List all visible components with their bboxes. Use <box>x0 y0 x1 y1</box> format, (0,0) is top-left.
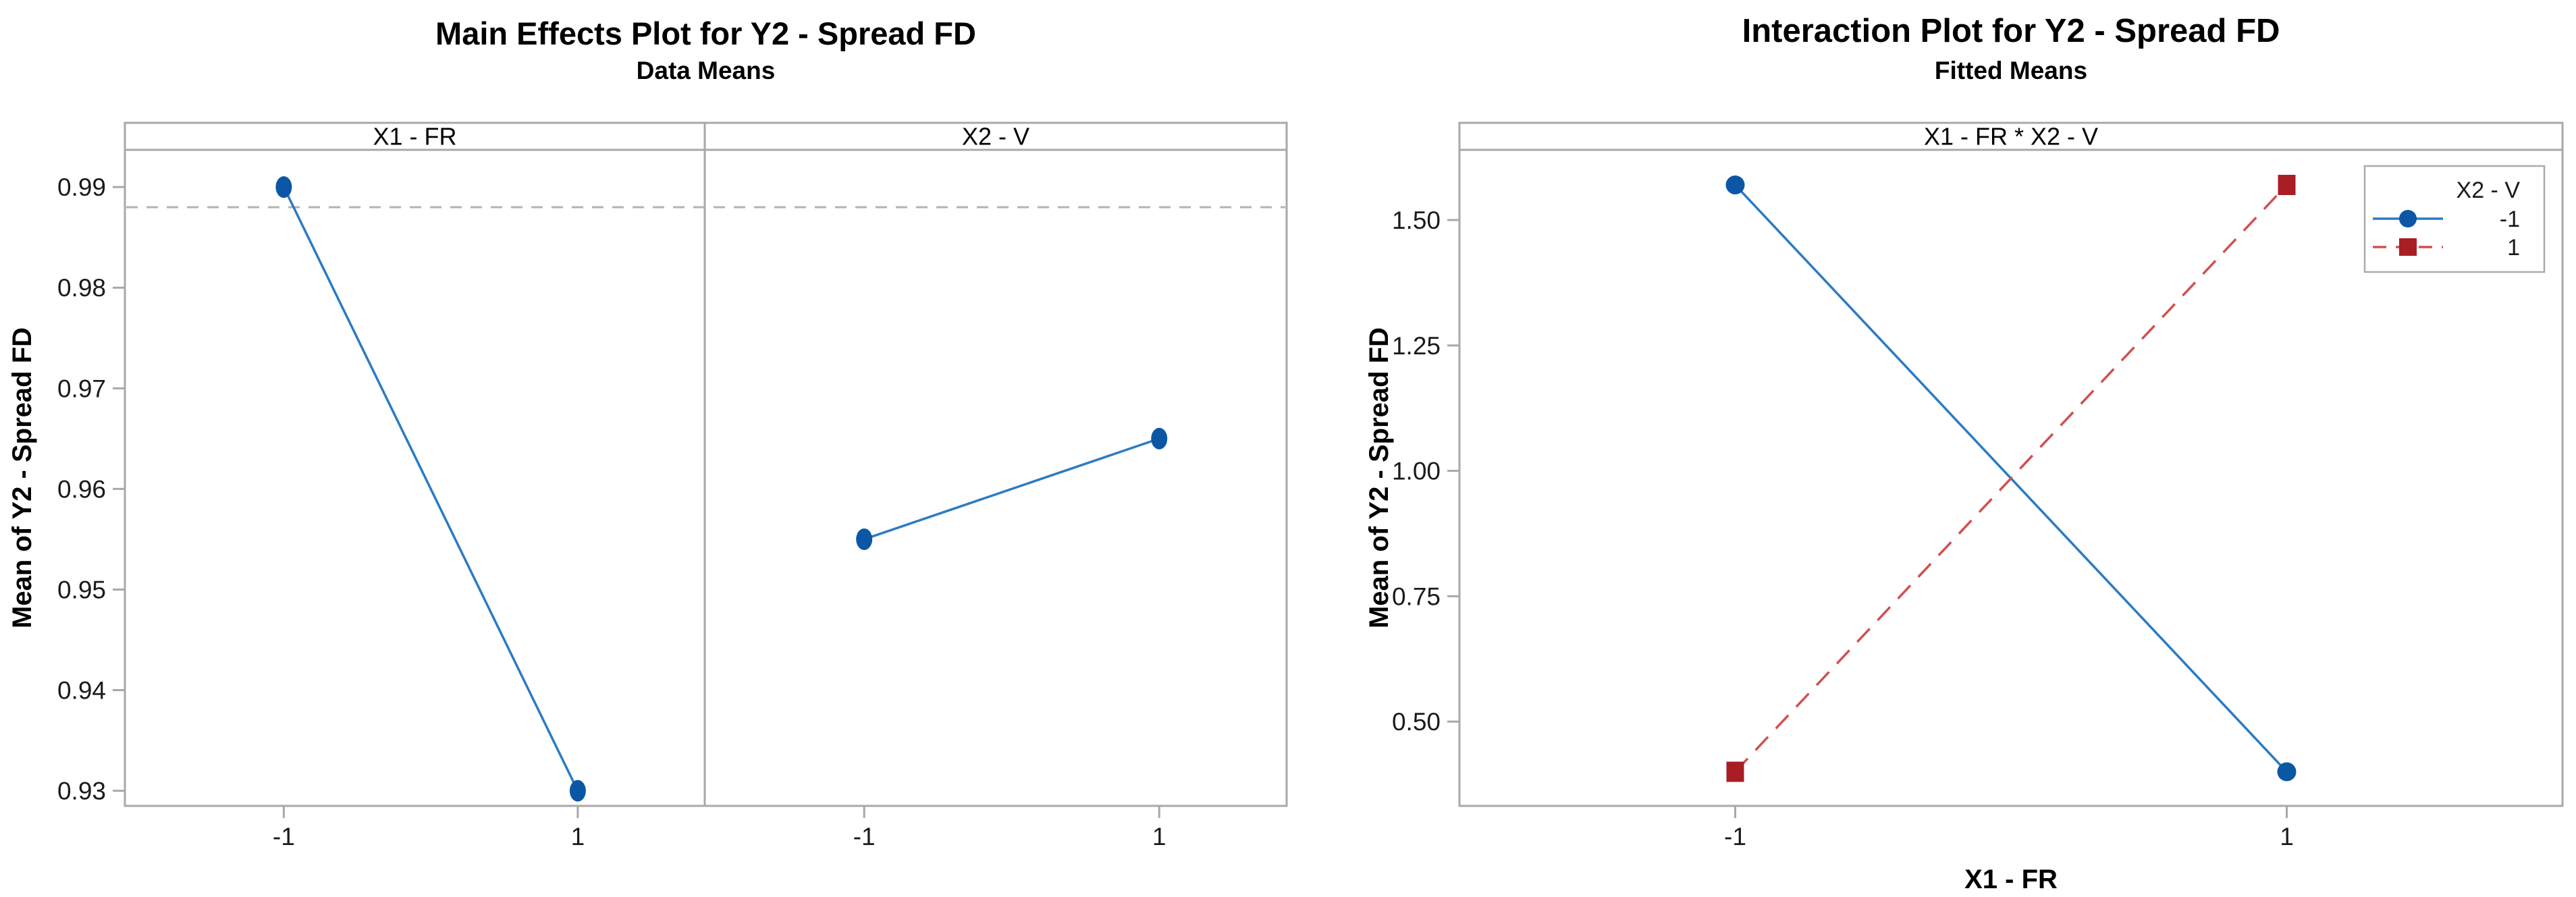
interaction-title: Interaction Plot for Y2 - Spread FD <box>1742 13 2280 49</box>
y-tick-label: 0.98 <box>57 274 106 302</box>
x-tick-label: -1 <box>853 823 876 850</box>
data-line <box>863 437 1160 541</box>
y-axis-title: Mean of Y2 - Spread FD <box>7 327 37 628</box>
y-tick-label: 1.50 <box>1392 207 1441 234</box>
data-point-marker <box>1726 761 1744 782</box>
data-point-marker <box>2278 175 2296 196</box>
y-tick-label: 0.94 <box>57 677 106 705</box>
x-tick-label: 1 <box>571 823 585 850</box>
data-point-marker <box>275 176 292 198</box>
x-axis-title: X1 - FR <box>1964 865 2058 894</box>
panel-header-label: X1 - FR <box>373 123 456 151</box>
y-tick-label: 0.75 <box>1392 582 1441 610</box>
y-tick-label: 0.97 <box>57 375 106 402</box>
panel-header-label: X1 - FR * X2 - V <box>1924 123 2098 151</box>
data-point-marker <box>1151 427 1168 450</box>
data-point-marker <box>2277 762 2297 782</box>
data-point-marker <box>569 780 586 802</box>
y-tick-label: 1.00 <box>1392 458 1441 485</box>
data-point-marker <box>2399 210 2417 227</box>
legend-entry-label: 1 <box>2507 235 2520 261</box>
y-tick-label: 0.95 <box>57 576 106 603</box>
y-tick-label: 0.93 <box>57 778 106 805</box>
panel-header-label: X2 - V <box>962 123 1029 151</box>
x-tick-label: 1 <box>1152 823 1166 850</box>
interaction-subtitle: Fitted Means <box>1934 57 2088 84</box>
y-tick-label: 0.96 <box>57 475 106 503</box>
x-tick-label: -1 <box>273 823 295 850</box>
x-tick-label: -1 <box>1724 823 1746 850</box>
y-tick-label: 1.25 <box>1392 332 1441 360</box>
legend-title: X2 - V <box>2457 178 2521 203</box>
data-point-marker <box>1725 175 1745 195</box>
data-line <box>282 186 579 792</box>
data-point-marker <box>2399 238 2417 256</box>
legend-entry-label: -1 <box>2500 207 2520 232</box>
x-tick-label: 1 <box>2280 823 2294 850</box>
data-line-1 <box>1734 184 2288 773</box>
y-axis-title: Mean of Y2 - Spread FD <box>1364 327 1394 628</box>
y-tick-label: 0.99 <box>57 173 106 201</box>
main-effects-subtitle: Data Means <box>636 57 776 84</box>
data-point-marker <box>856 528 873 550</box>
main-effects-title: Main Effects Plot for Y2 - Spread FD <box>435 16 976 51</box>
y-tick-label: 0.50 <box>1392 708 1441 736</box>
